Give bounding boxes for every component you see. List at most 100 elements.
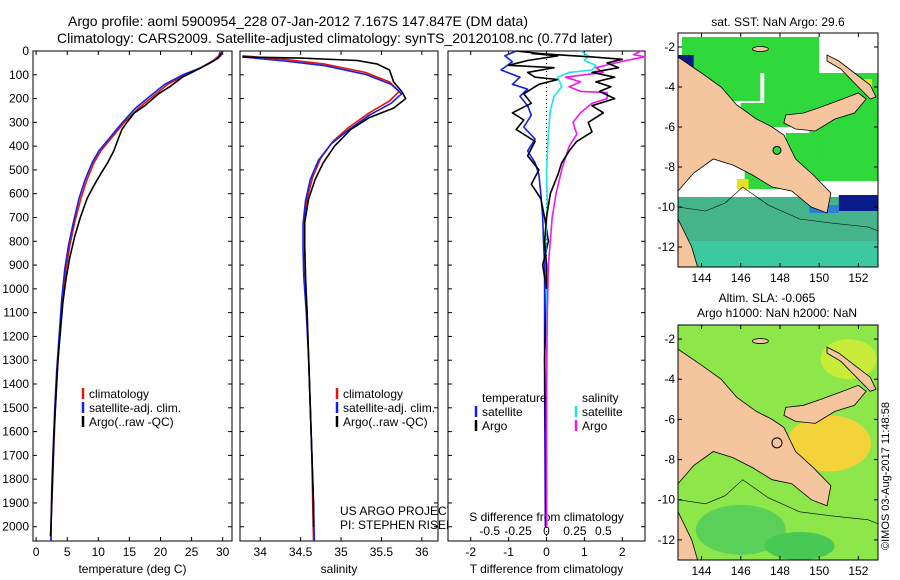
legend-entry: temperature — [482, 391, 547, 405]
series-line-Argo — [49, 53, 222, 537]
series-line-temperature-Argo — [507, 52, 559, 527]
x-tick-label: 25 — [185, 545, 199, 559]
depth-tick-label: 1900 — [2, 496, 29, 510]
salinity-panel: 34 34.5 35 35.5 36 salinity climatologysatelli… — [239, 50, 455, 576]
depth-tick-label: 400 — [9, 139, 29, 153]
sla-high-region — [820, 339, 877, 380]
new-britain-land — [783, 384, 867, 424]
map-frame — [677, 32, 879, 268]
difference-panel: -2 -1 0 1 2 T difference from climatology -0.5… — [447, 50, 646, 576]
x-tick-label: 5 — [64, 545, 71, 559]
depth-tick-label: 1100 — [3, 306, 29, 320]
map-lon-label: 148 — [770, 564, 790, 578]
x-tick-label: 35 — [334, 545, 348, 559]
depth-tick-label: 500 — [9, 163, 29, 177]
sla-map-title: Altim. SLA: -0.065 — [719, 291, 816, 305]
series-line-salinity-Argo — [545, 50, 646, 527]
legend-entry: Argo — [582, 419, 608, 433]
map-lon-label: 150 — [809, 564, 829, 578]
x-tick-label: 10 — [92, 545, 106, 559]
series-line-Argo — [242, 56, 407, 527]
map-lon-label: 144 — [692, 271, 712, 285]
legend-entry: satellite-adj. clim. — [89, 401, 181, 415]
bathymetry-contour — [678, 479, 878, 525]
depth-tick-label: 1200 — [2, 329, 29, 343]
map-lat-label: -4 — [664, 80, 675, 94]
sla-high-region — [786, 415, 871, 472]
map-content — [678, 325, 878, 560]
cape-york-land — [678, 218, 699, 267]
x-tick-label: 36 — [415, 545, 429, 559]
map-lon-label: 146 — [731, 271, 751, 285]
series-line-Argo-total-diff — [516, 50, 624, 289]
x-axis-label: T difference from climatology — [470, 562, 624, 576]
x-tick-label: 0 — [33, 545, 40, 559]
depth-tick-label: 1800 — [2, 472, 29, 486]
x-tick-label: 0 — [543, 545, 550, 559]
map-lon-label: 150 — [809, 271, 829, 285]
top-tick-label: 0.5 — [595, 524, 612, 538]
figure-title-line2: Climatology: CARS2009. Satellite-adjuste… — [57, 30, 613, 46]
new-ireland-land — [826, 54, 877, 100]
project-annotation: US ARGO PROJECT — [340, 504, 455, 518]
map-lat-label: -12 — [658, 240, 676, 254]
depth-tick-label: 800 — [9, 234, 29, 248]
x-axis-label: salinity — [321, 562, 358, 576]
map-lat-label: -8 — [664, 453, 675, 467]
top-tick-label: -0.5 — [479, 524, 500, 538]
sst-warm-patch — [736, 179, 749, 189]
depth-tick-label: 1500 — [2, 401, 29, 415]
depth-tick-label: 1000 — [2, 282, 29, 296]
x-tick-label: 34 — [254, 545, 268, 559]
map-lat-label: -4 — [664, 372, 675, 386]
legend-entry: satellite — [582, 405, 623, 419]
x-tick-label: -1 — [503, 545, 514, 559]
map-lon-label: 146 — [731, 564, 751, 578]
x-axis-label: temperature (deg C) — [78, 562, 186, 576]
sst-map-panel: -2 -4 -6 -8 -10 -12 144 146 148 150 152 sat. SST: N… — [658, 15, 879, 285]
top-tick-label: 0 — [543, 524, 550, 538]
plot-frame — [32, 50, 233, 542]
plot-frame — [239, 50, 439, 542]
float-location-marker — [772, 145, 782, 155]
sla-map-subtitle: Argo h1000: NaN h2000: NaN — [697, 306, 857, 320]
depth-tick-label: 1300 — [2, 353, 29, 367]
depth-tick-label: 1400 — [2, 377, 29, 391]
legend-entry: climatology — [343, 387, 403, 401]
imos-timestamp: ©IMOS 03-Aug-2017 11:48:58 — [880, 402, 892, 550]
legend-entry: satellite — [482, 405, 523, 419]
legend-entry: Argo(..raw -QC) — [343, 415, 428, 429]
legend-entry: satellite-adj. clim. — [343, 401, 435, 415]
map-lat-label: -8 — [664, 160, 675, 174]
map-lat-label: -10 — [658, 493, 676, 507]
sst-field-patch — [681, 37, 820, 73]
map-lon-label: 144 — [692, 564, 712, 578]
depth-tick-label: 600 — [9, 187, 29, 201]
depth-tick-label: 100 — [9, 68, 29, 82]
map-lon-label: 152 — [848, 271, 868, 285]
map-lat-label: -2 — [664, 332, 675, 346]
x-tick-label: 15 — [123, 545, 137, 559]
x-tick-label: 1 — [581, 545, 588, 559]
sst-south-field-2 — [678, 241, 878, 267]
cape-york-land — [678, 511, 699, 560]
depth-tick-label: 2000 — [2, 520, 29, 534]
depth-tick-label: 1600 — [2, 425, 29, 439]
map-lat-label: -6 — [664, 120, 675, 134]
depth-tick-label: 1700 — [2, 448, 29, 462]
top-tick-label: 0.25 — [563, 524, 587, 538]
map-lon-label: 152 — [848, 564, 868, 578]
x-tick-label: 20 — [154, 545, 168, 559]
new-britain-land — [783, 92, 867, 132]
map-lat-label: -12 — [658, 533, 676, 547]
new-ireland-land — [826, 346, 877, 392]
sst-cold-patch — [838, 195, 878, 211]
sla-low-region — [695, 504, 786, 555]
depth-tick-label: 300 — [9, 115, 29, 129]
sla-low-region — [764, 531, 835, 560]
map-lat-label: -2 — [664, 40, 675, 54]
series-line-salinity-satellite — [544, 50, 597, 527]
x-tick-label: -2 — [465, 545, 476, 559]
map-lat-label: -6 — [664, 412, 675, 426]
